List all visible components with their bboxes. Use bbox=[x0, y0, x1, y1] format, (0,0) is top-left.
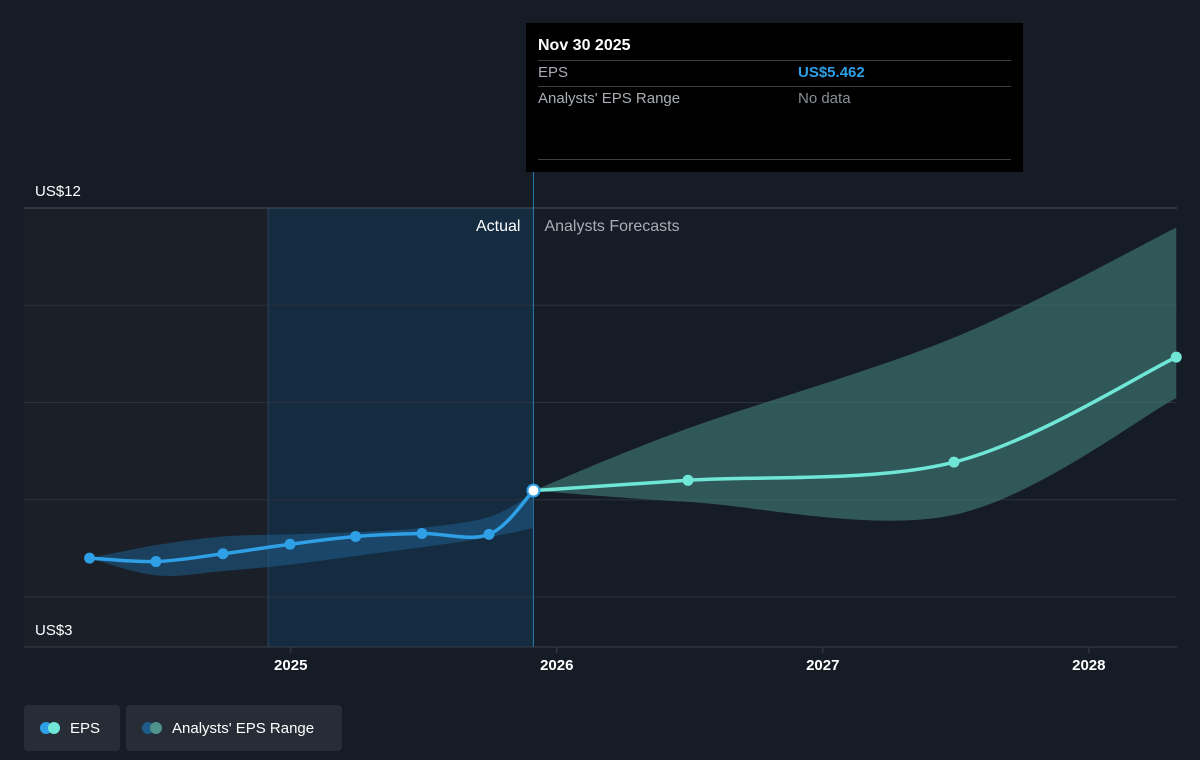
x-tick-label: 2025 bbox=[274, 657, 307, 674]
actual-period-band bbox=[268, 208, 534, 647]
eps-point-actual[interactable] bbox=[350, 530, 362, 542]
legend-range-button[interactable]: Analysts' EPS Range bbox=[126, 705, 342, 751]
eps-point-forecast[interactable] bbox=[1170, 351, 1182, 363]
legend-range-label: Analysts' EPS Range bbox=[172, 719, 315, 737]
x-tick-label: 2026 bbox=[540, 657, 573, 674]
eps-point-actual[interactable] bbox=[284, 538, 296, 550]
past-period-background bbox=[24, 208, 269, 647]
range-legend-icon bbox=[142, 722, 162, 734]
tooltip-range-label: Analysts' EPS Range bbox=[538, 90, 681, 107]
eps-point-actual[interactable] bbox=[150, 556, 162, 568]
eps-point-actual[interactable] bbox=[416, 527, 428, 539]
eps-point-actual[interactable] bbox=[217, 548, 229, 560]
eps-legend-icon bbox=[40, 722, 60, 734]
eps-line-forecast bbox=[531, 355, 1179, 493]
eps-line-actual bbox=[87, 488, 536, 564]
legend-eps-button[interactable]: EPS bbox=[24, 705, 120, 751]
tooltip-divider bbox=[538, 159, 1011, 160]
tooltip-date: Nov 30 2025 bbox=[538, 37, 631, 54]
legend-eps-label: EPS bbox=[70, 719, 101, 737]
tooltip-eps-value: US$5.462 bbox=[798, 64, 865, 81]
eps-chart: US$12 US$3 Actual Analysts Forecasts 202… bbox=[24, 172, 1182, 674]
eps-point-actual[interactable] bbox=[483, 528, 495, 540]
y-tick-label-top: US$12 bbox=[35, 183, 81, 200]
tooltip-eps-label: EPS bbox=[538, 64, 569, 81]
tooltip-row-eps: EPS US$5.462 bbox=[538, 60, 1011, 86]
x-tick-label: 2027 bbox=[806, 657, 839, 674]
eps-range-area-forecast bbox=[533, 227, 1177, 521]
tooltip-row-range: Analysts' EPS Range No data bbox=[538, 86, 1011, 112]
forecast-section-label: Analysts Forecasts bbox=[544, 218, 679, 235]
hover-tooltip: Nov 30 2025 EPS US$5.462 Analysts' EPS R… bbox=[526, 23, 1023, 172]
y-tick-label-bottom: US$3 bbox=[35, 622, 73, 639]
x-tick-label: 2028 bbox=[1072, 657, 1105, 674]
eps-point-actual[interactable] bbox=[84, 552, 96, 564]
tooltip-range-value: No data bbox=[798, 90, 851, 107]
eps-highlight-point[interactable] bbox=[526, 483, 541, 498]
eps-point-forecast[interactable] bbox=[682, 474, 694, 486]
eps-point-forecast[interactable] bbox=[948, 456, 960, 468]
actual-section-label: Actual bbox=[476, 218, 520, 235]
